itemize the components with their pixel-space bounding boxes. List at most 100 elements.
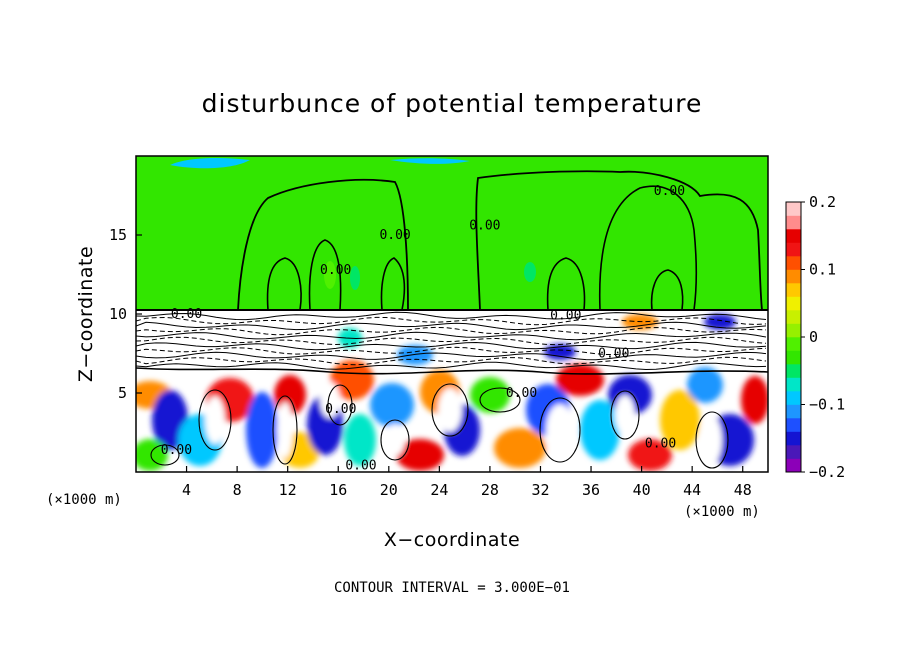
mid-contour-line bbox=[136, 311, 767, 321]
x-tick-label: 16 bbox=[329, 481, 347, 499]
field-blob bbox=[370, 383, 414, 427]
lower-contour-loop bbox=[695, 411, 729, 469]
colorbar-swatch bbox=[786, 283, 801, 297]
contour-label: 0.00 bbox=[550, 309, 581, 324]
field-blob bbox=[628, 439, 672, 471]
mid-contour-line bbox=[136, 346, 767, 355]
turbulence-blobs bbox=[136, 314, 768, 471]
lower-contour-loop bbox=[610, 390, 640, 440]
contour-label: 0.00 bbox=[506, 386, 537, 401]
upper-cool-patch bbox=[524, 262, 536, 282]
field-blob bbox=[438, 388, 462, 432]
field-blob bbox=[660, 390, 700, 450]
mid-contour-line bbox=[136, 356, 767, 366]
colorbar-swatch bbox=[786, 229, 801, 243]
field-blob bbox=[397, 345, 433, 365]
contour-label: 0.00 bbox=[161, 443, 192, 458]
y-axis-label: Z−coordinate bbox=[75, 246, 97, 382]
mid-contour-line bbox=[136, 351, 767, 361]
field-blob bbox=[136, 439, 168, 471]
lower-contour-loop bbox=[380, 419, 410, 461]
upper-cool-patch bbox=[390, 158, 470, 164]
colorbar-swatch bbox=[786, 391, 801, 405]
upper-cool-patch bbox=[350, 266, 360, 290]
x-tick-label: 36 bbox=[582, 481, 600, 499]
colorbar-swatch bbox=[786, 445, 801, 459]
contour-label: 0.00 bbox=[469, 219, 500, 234]
x-tick-label: 12 bbox=[279, 481, 297, 499]
mid-contour-line bbox=[136, 326, 767, 336]
colorbar-swatch bbox=[786, 364, 801, 378]
field-blob bbox=[741, 376, 768, 424]
colorbar-tick-label: 0.1 bbox=[809, 261, 836, 279]
field-blob bbox=[344, 414, 376, 466]
colorbar-swatch bbox=[786, 215, 801, 230]
x-tick-label: 8 bbox=[233, 481, 242, 499]
colorbar-swatch bbox=[786, 431, 801, 446]
zero-contour bbox=[650, 269, 684, 311]
field-blob bbox=[687, 367, 723, 403]
colorbar-swatch bbox=[786, 269, 801, 284]
x-tick-label: 24 bbox=[430, 481, 448, 499]
contour-interval-note: CONTOUR INTERVAL = 3.000E−01 bbox=[334, 580, 570, 596]
zero-contour bbox=[380, 257, 406, 311]
contour-label: 0.00 bbox=[345, 459, 376, 474]
upper-cool-patch bbox=[170, 157, 250, 169]
plot-area: 0.00 0.00 0.00 0.00 0.00 0.00 0.00 0.00 0.00 0.00… bbox=[135, 155, 769, 474]
contour-label: 0.00 bbox=[645, 437, 676, 452]
lower-contour-loop bbox=[327, 384, 353, 426]
field-layer bbox=[136, 156, 768, 472]
field-blob bbox=[385, 424, 405, 456]
zero-contour bbox=[266, 257, 302, 311]
zero-contour bbox=[546, 257, 586, 311]
x-tick-label: 48 bbox=[734, 481, 752, 499]
contour-label-group: 0.00 0.00 0.00 0.00 0.00 0.00 0.00 0.00 0.00 0.00… bbox=[161, 184, 685, 474]
contour-label: 0.00 bbox=[379, 228, 410, 243]
lower-contour-loop bbox=[272, 395, 298, 465]
field-blob bbox=[330, 360, 374, 400]
contour-label: 0.00 bbox=[654, 184, 685, 199]
field-blob bbox=[704, 314, 736, 330]
field-blob bbox=[615, 395, 635, 435]
x-unit-left: (×1000 m) bbox=[46, 492, 122, 508]
colorbar-swatch bbox=[786, 202, 801, 216]
zero-contour bbox=[475, 170, 763, 311]
colorbar-swatch bbox=[786, 242, 801, 257]
colorbar-swatch bbox=[786, 337, 801, 351]
field-blob bbox=[277, 402, 293, 458]
upper-layer-fill bbox=[136, 156, 768, 310]
contour-label: 0.00 bbox=[325, 402, 356, 417]
contour-label: 0.00 bbox=[171, 307, 202, 322]
x-tick-label: 4 bbox=[182, 481, 191, 499]
x-tick-label: 20 bbox=[380, 481, 398, 499]
field-blob bbox=[246, 392, 278, 468]
field-blob bbox=[546, 404, 574, 456]
colorbar-swatch bbox=[786, 458, 801, 473]
upper-warm-patch bbox=[324, 261, 336, 289]
colorbar-tick-label: −0.1 bbox=[809, 396, 845, 414]
field-blob bbox=[702, 416, 722, 464]
colorbar-tick-label: −0.2 bbox=[809, 463, 845, 481]
colorbar-swatch bbox=[786, 256, 801, 270]
colorbar-swatch bbox=[786, 404, 801, 419]
x-axis: 4 8 12 16 20 24 28 32 36 40 44 48 bbox=[182, 466, 752, 499]
colorbar-swatch bbox=[786, 377, 801, 392]
colorbar-tick-label: 0 bbox=[809, 328, 818, 346]
mid-contour-line bbox=[136, 361, 767, 371]
x-unit-right: (×1000 m) bbox=[684, 504, 760, 520]
x-tick-label: 44 bbox=[683, 481, 701, 499]
colorbar-swatch bbox=[786, 323, 801, 338]
lower-contour-loop bbox=[431, 383, 469, 437]
field-blob bbox=[556, 364, 604, 396]
y-tick-label: 15 bbox=[109, 226, 127, 244]
lower-contour-loop bbox=[136, 367, 768, 375]
field-blob bbox=[494, 428, 546, 468]
x-tick-label: 40 bbox=[633, 481, 651, 499]
field-blob bbox=[205, 396, 225, 444]
lower-contour-loop bbox=[539, 397, 581, 463]
colorbar-swatch bbox=[786, 350, 801, 365]
field-blob bbox=[580, 400, 620, 460]
colorbar: 0.2 0.1 0 −0.1 −0.2 bbox=[785, 193, 845, 481]
field-blob bbox=[320, 382, 340, 418]
colorbar-swatch bbox=[786, 296, 801, 311]
